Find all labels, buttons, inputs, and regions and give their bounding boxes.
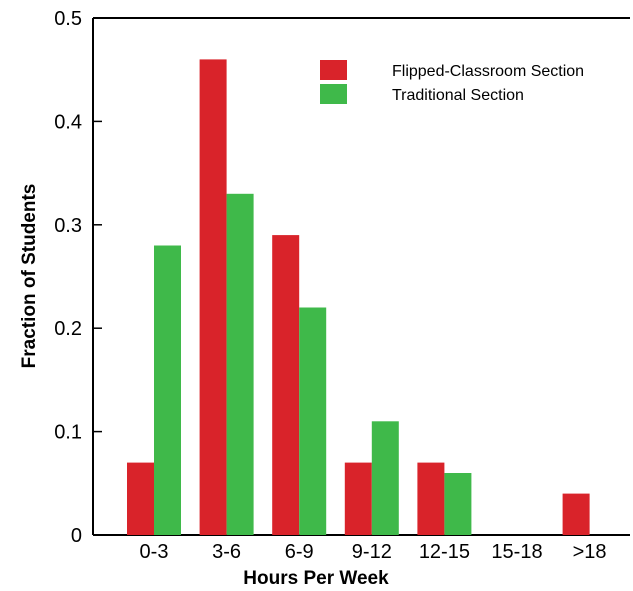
x-tick-label: 9-12 (352, 541, 392, 563)
bar-flipped-4 (417, 462, 445, 535)
bar-traditional-3 (371, 421, 399, 535)
x-tick-label: 12-15 (419, 541, 470, 563)
legend-swatch-flipped (320, 60, 347, 80)
bar-traditional-1 (226, 193, 254, 536)
bar-flipped-2 (272, 235, 300, 535)
bar-flipped-0 (127, 462, 154, 535)
bar-flipped-3 (344, 462, 372, 535)
y-tick-label: 0.2 (54, 318, 82, 340)
legend-label-traditional: Traditional Section (392, 87, 524, 104)
y-tick-label: 0.3 (54, 215, 82, 237)
legend: Flipped-Classroom Section Traditional Se… (320, 60, 584, 104)
x-tick-label: >18 (573, 541, 607, 563)
y-tick-label: 0.4 (54, 111, 82, 133)
y-axis-title: Fraction of Students (19, 184, 40, 369)
x-tick-label: 3-6 (212, 541, 241, 563)
bar-traditional-0 (154, 245, 181, 535)
x-tick-label: 6-9 (285, 541, 314, 563)
x-tick-label: 15-18 (491, 541, 542, 563)
bar-flipped-6 (562, 493, 590, 535)
x-tick-label: 0-3 (140, 541, 169, 563)
y-tick-label: 0 (71, 525, 82, 547)
y-tick-label: 0.1 (54, 422, 82, 444)
legend-label-flipped: Flipped-Classroom Section (392, 63, 584, 80)
bars (127, 59, 590, 536)
bar-traditional-2 (299, 307, 327, 535)
x-axis-title: Hours Per Week (243, 568, 389, 589)
bar-flipped-1 (199, 59, 227, 536)
x-ticks: 0-3 3-6 6-9 9-12 12-15 15-18 >18 (140, 541, 607, 563)
y-ticks: 0 0.1 0.2 0.3 0.4 0.5 (54, 8, 102, 547)
bar-traditional-4 (444, 473, 472, 535)
legend-swatch-traditional (320, 84, 347, 104)
y-tick-label: 0.5 (54, 8, 82, 30)
